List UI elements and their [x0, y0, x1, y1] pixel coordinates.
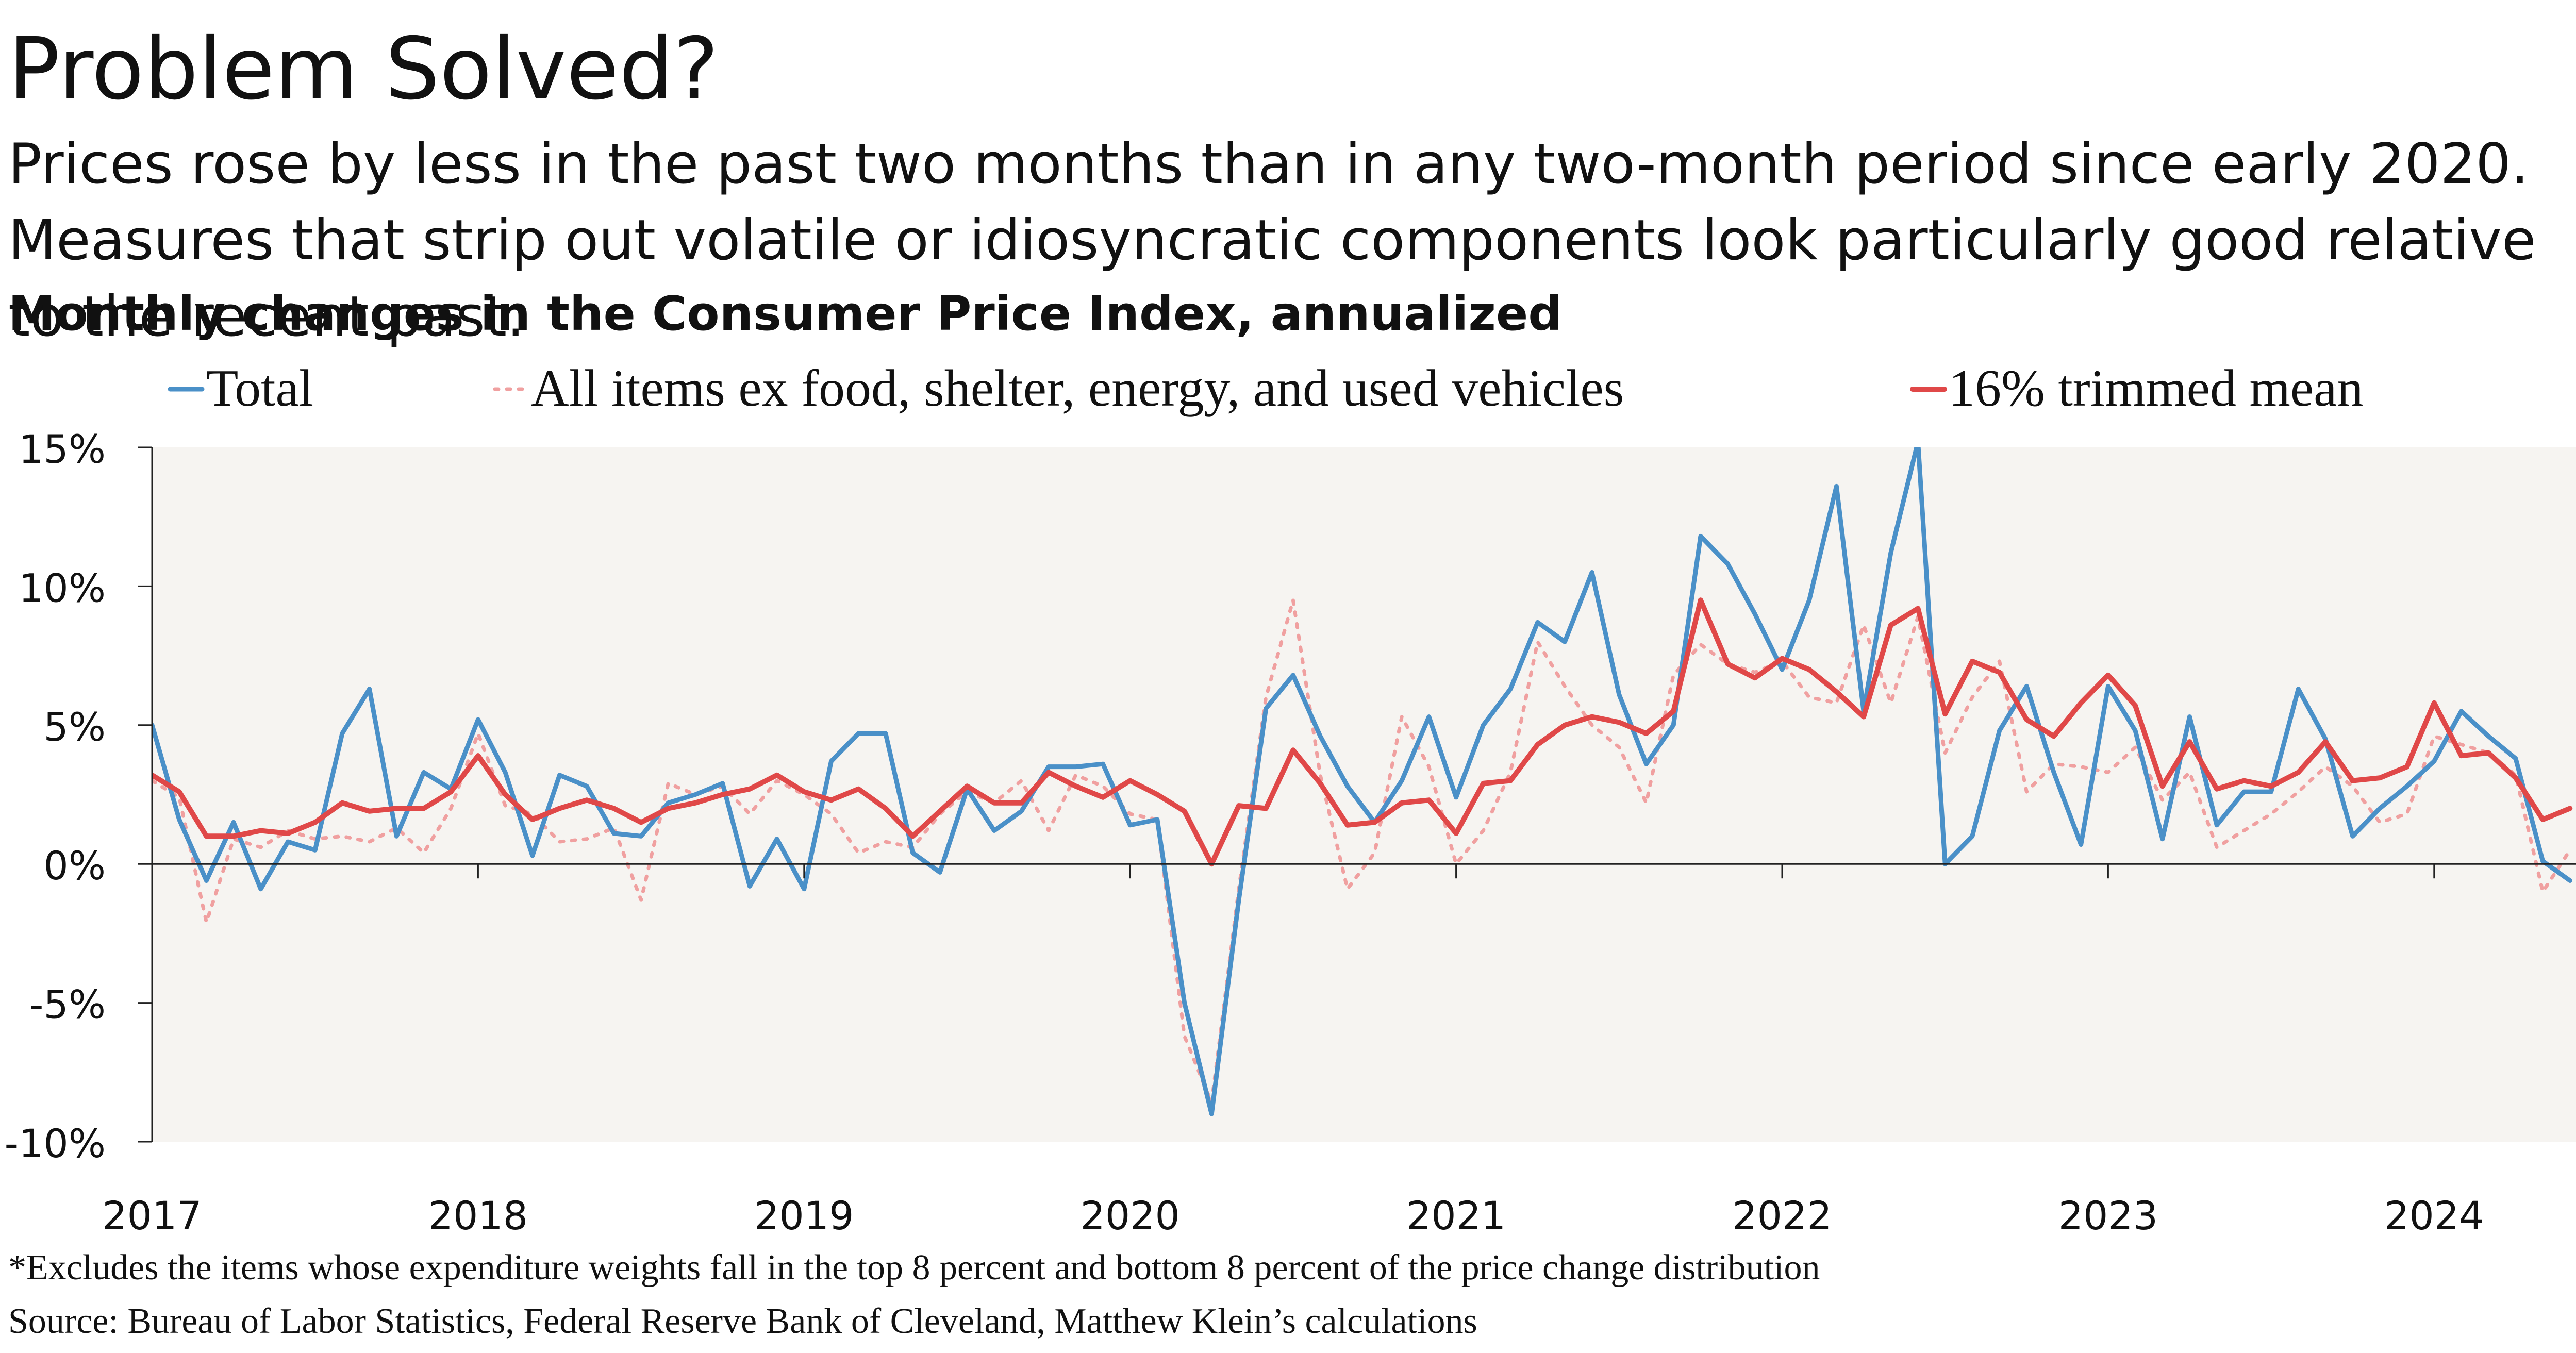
y-tick-label: 0% — [43, 843, 106, 889]
source-note: Source: Bureau of Labor Statistics, Fede… — [8, 1301, 1477, 1341]
cpi-line-chart: Total All items ex food, shelter, energy,… — [5, 359, 2576, 1237]
series-layer — [152, 447, 2573, 1116]
x-tick-label: 2024 — [2384, 1193, 2484, 1237]
chart-heading: Monthly changes in the Consumer Price In… — [8, 286, 1563, 341]
x-tick-label: 2017 — [102, 1193, 202, 1237]
x-tick-label: 2023 — [2058, 1193, 2158, 1237]
y-tick-label: -5% — [29, 982, 106, 1028]
x-tick-label: 2022 — [1732, 1193, 1832, 1237]
x-tick-label: 2021 — [1406, 1193, 1506, 1237]
chart-axes: 15% 10% 5% 0% -5% -10% 2017 2018 2019 2020 2021 202… — [5, 426, 2576, 1237]
series-line-total — [152, 447, 2572, 1116]
y-tick-label: 15% — [19, 426, 106, 472]
legend-label: Total — [206, 359, 313, 417]
y-tick-label: -10% — [5, 1121, 106, 1166]
y-tick-label: 5% — [43, 704, 106, 750]
legend-label: All items ex food, shelter, energy, and … — [531, 359, 1624, 417]
page-title: Problem Solved? — [8, 20, 719, 119]
page-subtitle: Prices rose by less in the past two mont… — [8, 132, 2536, 349]
x-tick-label: 2019 — [754, 1193, 854, 1237]
series-line-16-trimmed-mean — [152, 597, 2573, 867]
plot-area — [152, 447, 2576, 1142]
chart-legend: Total All items ex food, shelter, energy,… — [168, 359, 2363, 417]
y-tick-label: 10% — [19, 565, 106, 611]
legend-label: 16% trimmed mean — [1949, 359, 2363, 417]
x-tick-label: 2018 — [428, 1193, 528, 1237]
footnote: *Excludes the items whose expenditure we… — [8, 1248, 1820, 1288]
series-line-all-items-ex-food-shelter-energy-and-used-vehicles — [152, 598, 2572, 1105]
x-tick-label: 2020 — [1080, 1193, 1179, 1237]
